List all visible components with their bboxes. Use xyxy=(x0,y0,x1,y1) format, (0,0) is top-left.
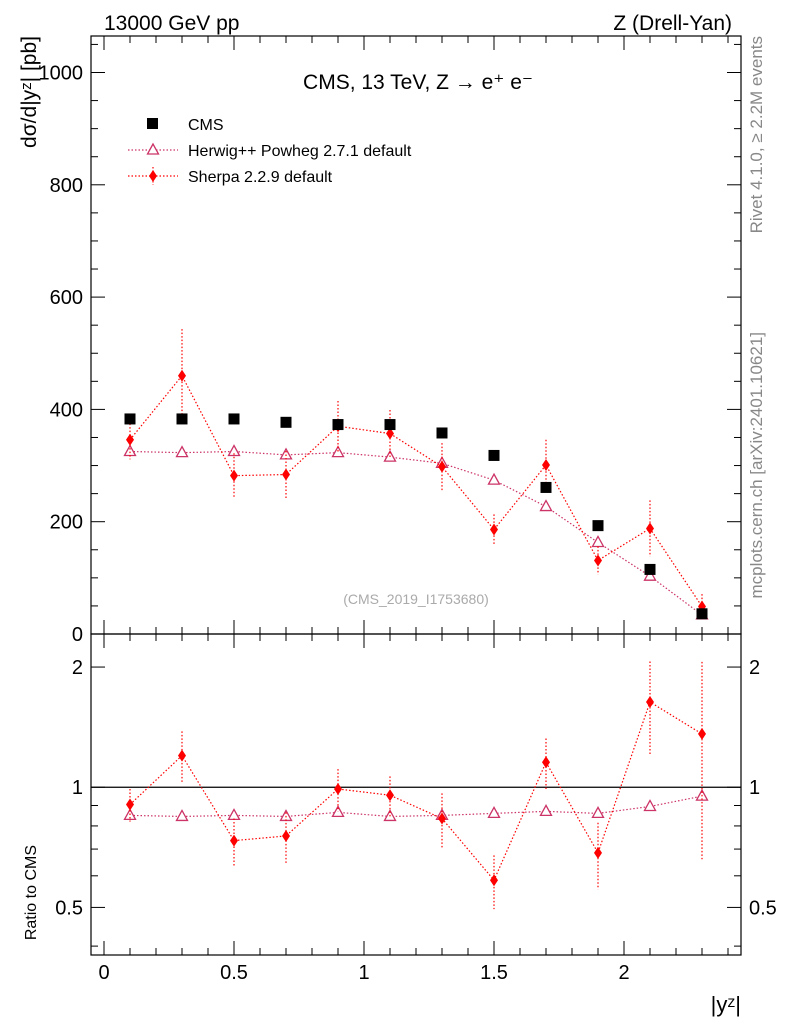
legend-marker-sherpa xyxy=(149,170,157,182)
x-tick-label: 0 xyxy=(98,962,109,984)
ratio-y-tick-label-right: 2 xyxy=(749,657,760,679)
ratio-herwig-point xyxy=(279,809,293,822)
herwig-point xyxy=(643,568,657,581)
ratio-y-tick-label-right: 1 xyxy=(749,777,760,799)
cms-point xyxy=(384,419,396,431)
main-y-tick-label: 1000 xyxy=(39,62,84,84)
ratio-herwig-line xyxy=(129,795,703,818)
ratio-y-tick-label: 1 xyxy=(72,777,83,799)
legend-marker-cms xyxy=(147,118,158,129)
ratio-herwig-point xyxy=(487,806,501,819)
sherpa-point xyxy=(646,522,654,535)
ratio-sherpa-line xyxy=(129,701,703,882)
ratio-sherpa-point xyxy=(126,798,134,811)
main-y-tick-label: 0 xyxy=(72,624,83,646)
legend: CMS Herwig++ Powheg 2.7.1 default Sherpa… xyxy=(128,117,412,186)
ratio-axis-ticks: 0.5 0.5 1 1 2 2 0 0.5 1 1.5 2 xyxy=(55,634,777,984)
cms-point xyxy=(696,608,708,620)
herwig-point xyxy=(331,445,345,458)
sherpa-point xyxy=(126,433,134,446)
ratio-sherpa-point xyxy=(282,829,290,842)
ratio-y-tick-label: 0.5 xyxy=(55,897,83,919)
sherpa-line xyxy=(129,374,703,607)
x-tick-label: 1 xyxy=(358,962,369,984)
mcplots-label: mcplots.cern.ch [arXiv:2401.10621] xyxy=(747,332,766,598)
ratio-herwig-point xyxy=(175,809,189,822)
cms-point xyxy=(176,413,188,425)
herwig-point xyxy=(591,535,605,548)
ratio-sherpa-point xyxy=(490,874,498,887)
header-left: 13000 GeV pp xyxy=(104,12,239,35)
ratio-sherpa-point xyxy=(178,749,186,762)
legend-marker-herwig xyxy=(146,142,160,155)
main-ylabel: dσ/d|yᶻ| [pb] xyxy=(18,36,41,148)
herwig-point xyxy=(487,472,501,485)
herwig-point xyxy=(175,445,189,458)
main-y-tick-label: 800 xyxy=(50,175,83,197)
analysis-watermark: (CMS_2019_I1753680) xyxy=(343,591,489,607)
sherpa-point xyxy=(438,460,446,473)
main-y-tick-label: 400 xyxy=(50,399,83,421)
cms-point xyxy=(592,520,604,532)
herwig-line xyxy=(129,450,703,616)
ratio-plot-frame xyxy=(90,633,742,956)
ratio-herwig-point xyxy=(227,808,241,821)
sherpa-point xyxy=(490,523,498,536)
ratio-sherpa-point xyxy=(594,846,602,859)
sherpa-point xyxy=(542,458,550,471)
cms-point xyxy=(280,416,292,428)
herwig-point xyxy=(227,444,241,457)
main-y-tick-label: 600 xyxy=(50,287,83,309)
ratio-herwig-point xyxy=(539,804,553,817)
cms-point xyxy=(488,449,500,461)
sherpa-point xyxy=(594,554,602,567)
header-right: Z (Drell-Yan) xyxy=(613,12,732,35)
cms-point xyxy=(124,413,136,425)
ratio-herwig-point xyxy=(591,806,605,819)
herwig-point xyxy=(539,499,553,512)
x-axis-label: |yᶻ| xyxy=(711,992,741,1017)
ratio-y-tick-label-right: 0.5 xyxy=(749,897,777,919)
herwig-point xyxy=(123,444,137,457)
cms-point xyxy=(228,413,240,425)
legend-label-sherpa: Sherpa 2.2.9 default xyxy=(188,169,333,186)
plot-title: CMS, 13 TeV, Z → e⁺ e⁻ xyxy=(303,71,533,94)
ratio-y-tick-label: 2 xyxy=(72,657,83,679)
main-y-tick-label: 200 xyxy=(50,512,83,534)
cms-point xyxy=(644,563,656,575)
cms-point xyxy=(332,419,344,431)
ratio-sherpa-point xyxy=(542,756,550,769)
legend-label-cms: CMS xyxy=(188,117,224,134)
ratio-series-layer xyxy=(123,661,709,910)
x-tick-label: 1.5 xyxy=(480,962,508,984)
ratio-herwig-point xyxy=(643,799,657,812)
ratio-sherpa-point xyxy=(698,727,706,740)
sherpa-point xyxy=(386,427,394,440)
sherpa-point xyxy=(178,369,186,382)
sherpa-point xyxy=(282,468,290,481)
herwig-point xyxy=(279,447,293,460)
ratio-sherpa-point xyxy=(646,695,654,708)
main-series-layer xyxy=(123,329,709,620)
legend-label-herwig: Herwig++ Powheg 2.7.1 default xyxy=(188,143,412,160)
x-tick-label: 2 xyxy=(618,962,629,984)
rivet-label: Rivet 4.1.0, ≥ 2.2M events xyxy=(747,36,766,233)
ratio-sherpa-point xyxy=(230,834,238,847)
cms-point xyxy=(540,481,552,493)
ratio-ylabel: Ratio to CMS xyxy=(23,845,40,940)
main-axis-ticks: 0 200 400 600 800 1000 xyxy=(39,36,741,646)
sherpa-point xyxy=(230,469,238,482)
ratio-sherpa-point xyxy=(334,782,342,795)
ratio-sherpa-point xyxy=(438,812,446,825)
ratio-sherpa-point xyxy=(386,789,394,802)
cms-point xyxy=(436,427,448,439)
x-tick-label: 0.5 xyxy=(220,962,248,984)
